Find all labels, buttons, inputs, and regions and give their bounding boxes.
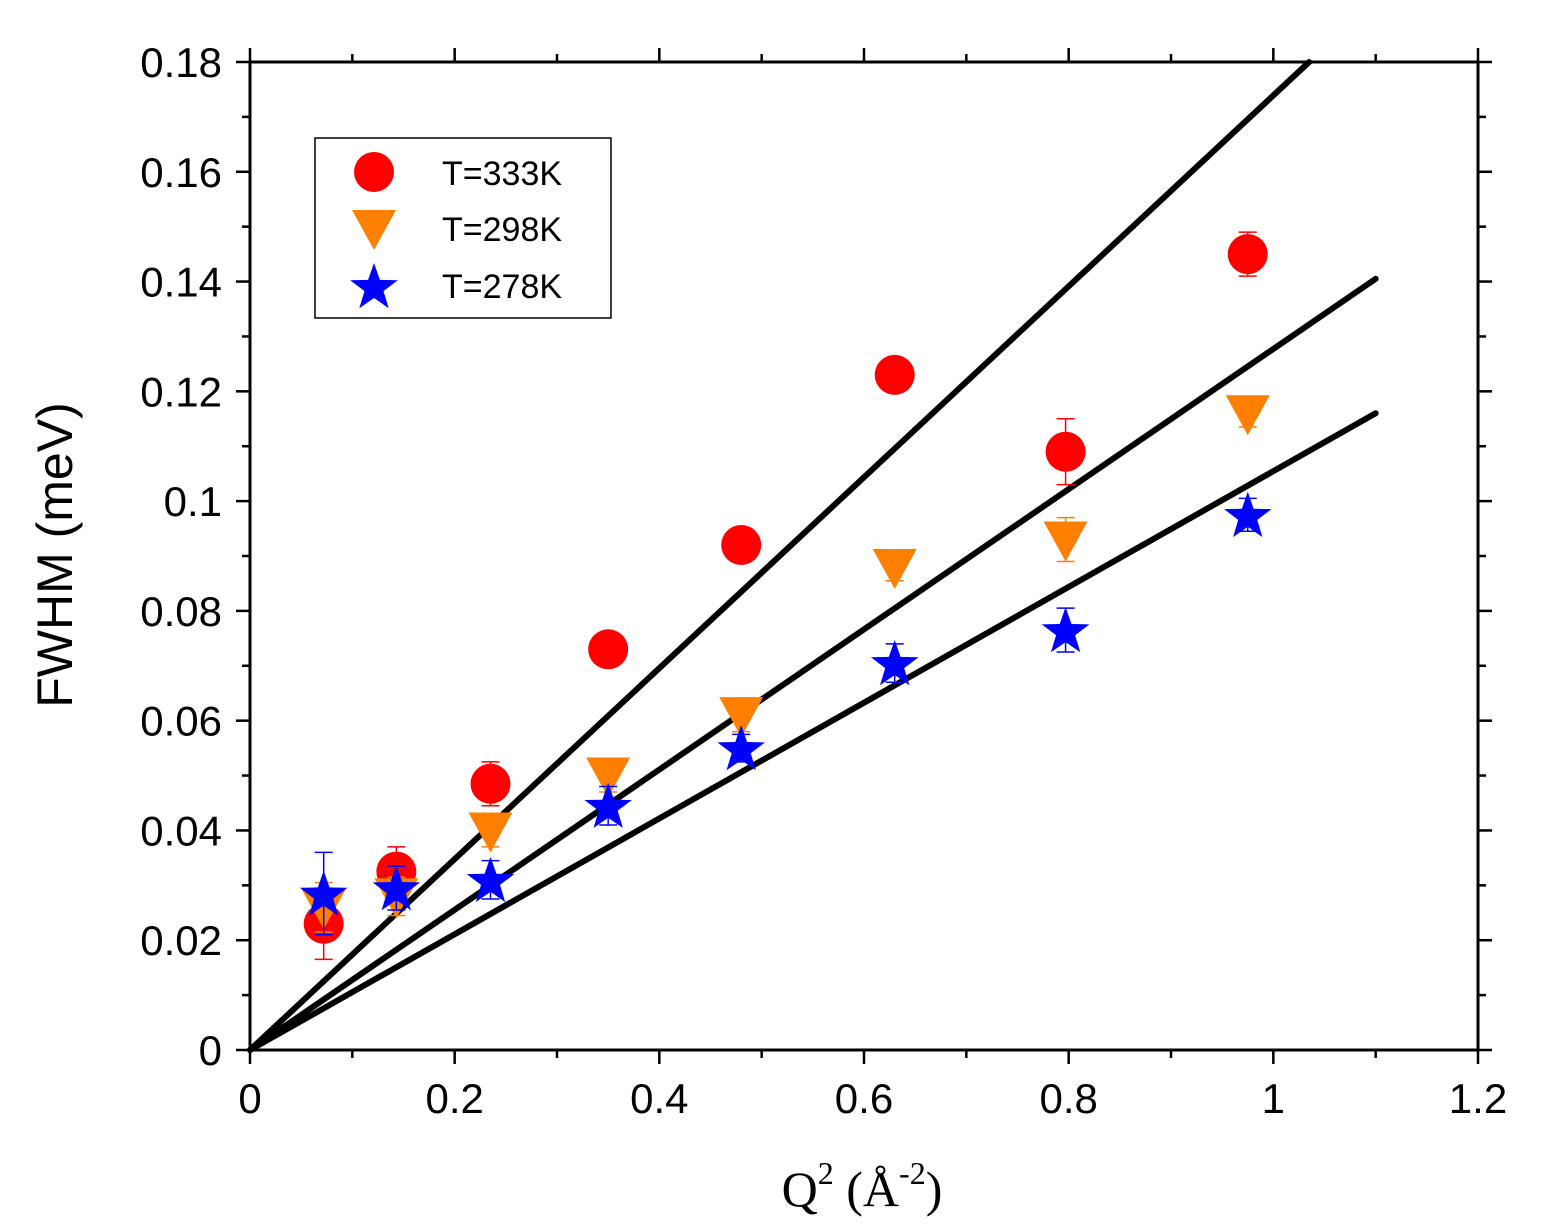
legend: T=333K T=298K T=278K <box>314 137 612 319</box>
y-tick-label: 0.08 <box>140 588 222 635</box>
data-markers <box>299 231 1272 961</box>
series-2 <box>299 491 1272 936</box>
x-tick-label: 1 <box>1262 1075 1285 1122</box>
data-point-circle <box>874 354 915 395</box>
series-0 <box>303 231 1268 961</box>
x-tick-label: 0 <box>238 1075 261 1122</box>
data-point-circle <box>721 525 762 566</box>
x-axis-title-unit-sup: -2 <box>899 1155 926 1191</box>
data-point-star <box>299 870 348 916</box>
data-point-star <box>466 856 515 903</box>
x-axis-title-unit-open: (Å <box>834 1161 899 1217</box>
data-point-star <box>717 725 765 771</box>
x-axis-title-base: Q <box>782 1161 818 1217</box>
x-tick-labels: 0 0.2 0.4 0.6 0.8 1 1.2 <box>238 1075 1507 1122</box>
data-point-star <box>870 640 919 686</box>
legend-label-278k: T=278K <box>442 268 562 306</box>
data-point-star <box>372 865 421 911</box>
x-axis-title: Q2 (Å-2) <box>782 1155 943 1217</box>
y-tick-label: 0.18 <box>140 39 222 86</box>
y-tick-label: 0.04 <box>140 807 222 854</box>
data-point-triangle-down <box>1225 395 1270 436</box>
y-tick-label: 0 <box>199 1027 222 1074</box>
fit-line-1 <box>247 275 1379 1053</box>
plot-frame <box>248 60 1480 1052</box>
fit-line-0 <box>247 59 1313 1053</box>
y-tick-label: 0.16 <box>140 149 222 196</box>
data-point-triangle-down <box>872 548 917 589</box>
data-point-circle <box>470 763 511 804</box>
y-tick-labels: 0 0.02 0.04 0.06 0.08 0.1 0.12 0.14 0.16 0.18 <box>140 39 222 1074</box>
fit-line-2 <box>247 410 1379 1053</box>
legend-marker-triangle-down <box>352 210 396 250</box>
x-tick-label: 0.8 <box>1039 1075 1097 1122</box>
x-axis-title-sup: 2 <box>818 1155 834 1191</box>
x-axis-title-unit-close: ) <box>926 1161 943 1217</box>
legend-marker-circle <box>354 152 394 192</box>
data-point-triangle-down <box>719 697 764 738</box>
data-point-triangle-down <box>586 757 631 798</box>
y-tick-label: 0.1 <box>164 478 222 525</box>
data-point-triangle-down <box>1043 521 1088 562</box>
x-tick-label: 0.4 <box>630 1075 688 1122</box>
fit-lines <box>247 59 1379 1053</box>
data-point-triangle-down <box>468 812 513 853</box>
y-tick-label: 0.02 <box>140 917 222 964</box>
legend-label-298k: T=298K <box>442 211 562 249</box>
x-tick-label: 1.2 <box>1449 1075 1507 1122</box>
data-point-star <box>584 782 632 828</box>
y-tick-label: 0.12 <box>140 368 222 415</box>
legend-markers <box>350 152 398 309</box>
data-point-star <box>1041 607 1090 653</box>
legend-marker-star <box>350 263 398 309</box>
series-1 <box>301 395 1270 933</box>
y-axis-title: FWHM (meV) <box>27 402 83 708</box>
y-tick-label: 0.06 <box>140 698 222 745</box>
data-point-circle <box>1227 234 1268 275</box>
x-tick-label: 0.6 <box>835 1075 893 1122</box>
y-tick-label: 0.14 <box>140 259 222 306</box>
data-point-star <box>1224 491 1272 538</box>
data-point-circle <box>1045 431 1086 472</box>
legend-label-333k: T=333K <box>442 155 562 193</box>
data-point-circle <box>588 629 629 670</box>
x-tick-label: 0.2 <box>425 1075 483 1122</box>
